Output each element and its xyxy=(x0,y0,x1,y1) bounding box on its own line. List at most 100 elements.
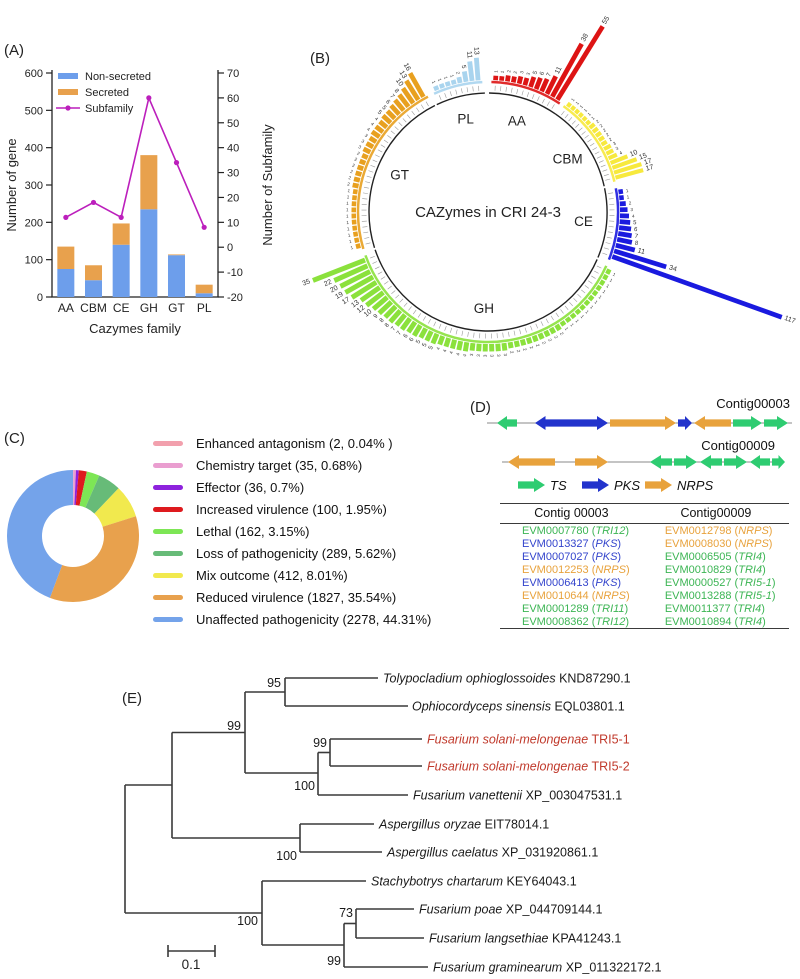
cazyme-bar xyxy=(605,148,615,156)
cazyme-bar xyxy=(406,320,418,334)
cazyme-bar xyxy=(591,126,599,134)
cazyme-bar xyxy=(611,254,783,320)
donut-legend-label: Enhanced antagonism (2, 0.04% ) xyxy=(196,436,393,452)
bar-value-label: 34 xyxy=(668,264,678,273)
right-axis-tick-label: -10 xyxy=(227,267,243,279)
legend-arrow-ts xyxy=(518,478,545,492)
bootstrap-value: 99 xyxy=(227,719,241,733)
cazyme-bar xyxy=(371,295,389,311)
right-axis-title: Number of Subfamily xyxy=(260,124,275,246)
cazyme-bar xyxy=(537,332,545,340)
gene-table-row: EVM0013327 (PKS) EVM0008030 (NRPS) xyxy=(500,537,789,550)
bar-non-secreted xyxy=(168,255,185,297)
bar-non-secreted xyxy=(112,244,130,297)
cazyme-bar xyxy=(433,85,440,92)
cazyme-bar xyxy=(594,130,603,138)
gene-arrow-ts xyxy=(650,455,672,469)
subfamily-tick xyxy=(377,271,383,275)
bar-secreted xyxy=(168,254,185,256)
subfamily-tick xyxy=(584,285,590,289)
left-axis-tick-label: 100 xyxy=(25,255,43,267)
gene-arrow-ts xyxy=(772,455,785,469)
gene-id: EVM0001289 xyxy=(522,602,589,615)
gene-name: TRI12 xyxy=(595,524,626,537)
subfamily-tick xyxy=(387,135,392,139)
donut-legend-item: Unaffected pathogenicity (2278, 44.31%) xyxy=(153,608,431,630)
bar-value-label: 55 xyxy=(601,15,611,25)
right-axis-tick-label: 30 xyxy=(227,168,239,180)
x-category-label: PL xyxy=(197,301,212,315)
subfamily-tick xyxy=(375,154,380,158)
cazyme-bar xyxy=(591,289,599,297)
bar-value-label: 1 xyxy=(575,318,581,323)
bar-value-label: 5 xyxy=(416,339,423,345)
gene-id: EVM0012253 xyxy=(522,563,589,576)
panel-c-label: (C) xyxy=(4,430,25,447)
cazyme-bar xyxy=(385,109,397,121)
bar-value-label: 2 xyxy=(509,351,514,355)
gene-id: EVM0013327 xyxy=(522,537,589,550)
cazyme-bar xyxy=(352,182,360,189)
subfamily-tick xyxy=(546,101,550,107)
bar-value-label: 4 xyxy=(449,350,455,354)
legend-arrow-pks xyxy=(582,478,609,492)
cazyme-bar xyxy=(528,76,537,88)
gene-name: PKS xyxy=(595,537,618,550)
subfamily-tick xyxy=(391,290,396,294)
bar-value-label: 17 xyxy=(645,164,654,173)
cazyme-bar xyxy=(404,79,421,102)
bar-value-label: 2 xyxy=(559,331,565,336)
gene-table-cell: EVM0013288 (TRI5-1) xyxy=(664,589,776,602)
donut-slice xyxy=(6,470,73,598)
panel-d-label: (D) xyxy=(470,399,491,416)
subfamily-tick xyxy=(564,113,569,119)
subfamily-tick xyxy=(561,110,565,116)
cazyme-bar xyxy=(365,290,385,308)
gene-arrow-ts xyxy=(724,455,747,469)
bar-value-label: 1 xyxy=(574,100,580,105)
bar-value-label: 4 xyxy=(632,214,635,219)
family-arc xyxy=(555,113,605,187)
cazyme-bar xyxy=(351,213,357,219)
subfamily-tick xyxy=(588,280,593,284)
gene-table-cell: EVM0007027 (PKS) xyxy=(522,550,622,563)
taxon-species: Fusarium solani-melongenae xyxy=(427,732,588,746)
bar-value-label: 1 xyxy=(569,322,575,327)
subfamily-tick xyxy=(581,131,586,135)
gene-table-cell: EVM0007780 (TRI12) xyxy=(522,524,630,537)
bar-value-label: 4 xyxy=(442,348,448,352)
taxon-accession: XP_003047531.1 xyxy=(526,788,623,802)
cazyme-bar xyxy=(438,82,445,89)
donut-legend-label: Increased virulence (100, 1.95%) xyxy=(196,502,387,518)
bar-non-secreted xyxy=(140,209,158,297)
donut-slice xyxy=(75,470,87,506)
subfamily-tick xyxy=(596,155,602,159)
family-arc xyxy=(436,92,485,106)
gene-id: EVM0007027 xyxy=(522,550,589,563)
cazyme-bar xyxy=(605,268,612,275)
cazyme-bar xyxy=(368,135,378,144)
gene-arrow-nrps xyxy=(610,416,676,430)
bar-value-label: 3 xyxy=(612,140,617,146)
subfamily-point xyxy=(90,199,97,206)
subfamily-tick xyxy=(394,126,399,131)
cazyme-bar xyxy=(619,207,628,213)
gene-table-cell: EVM0013327 (PKS) xyxy=(522,537,622,550)
cazyme-bar xyxy=(619,219,631,225)
bar-value-label: 1 xyxy=(564,326,570,331)
bar-value-label: 10 xyxy=(363,308,374,318)
cazyme-bar xyxy=(566,101,572,108)
x-category-label: CE xyxy=(113,301,130,315)
donut-legend-label: Effector (36, 0.7%) xyxy=(196,480,305,496)
subfamily-tick xyxy=(500,86,502,92)
bar-value-label: 5 xyxy=(533,70,540,76)
family-arc xyxy=(597,188,608,258)
cazyme-bar xyxy=(350,280,378,300)
taxon-accession: XP_044709144.1 xyxy=(506,902,603,916)
family-name-label: CE xyxy=(574,214,593,229)
subfamily-tick xyxy=(444,93,447,98)
subfamily-tick xyxy=(473,332,475,338)
bar-value-label: 4 xyxy=(619,150,624,156)
taxon-accession: XP_011322172.1 xyxy=(566,960,662,974)
subfamily-tick xyxy=(417,313,422,318)
